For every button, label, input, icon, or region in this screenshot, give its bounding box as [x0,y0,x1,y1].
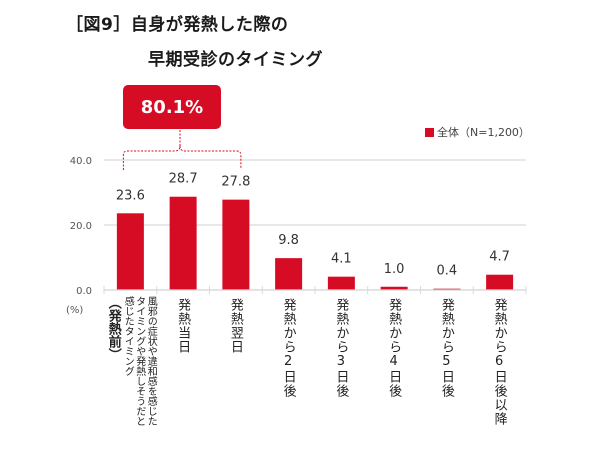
value-label-7: 4.7 [489,250,510,265]
x-tick-label-7: 発熱から6日後以降 [491,298,507,426]
bar-0 [116,213,144,290]
y-tick-label: 20.0 [70,221,92,232]
x-tick-label-0: 風邪の症状や違和感を感じた タイミングや発熱しそうだと 感じたタイミング （発熱… [104,296,157,426]
callout-value: 80.1% [140,96,204,118]
y-axis-unit-label: (%) [66,305,84,316]
value-label-3: 9.8 [278,233,299,248]
x-tick-label-4: 発熱から3日後 [333,298,349,398]
x-tick-label-5: 発熱から4日後 [386,298,402,398]
chart-title-line1: ［図9］自身が発熱した際の [66,15,289,35]
callout-bracket-right [179,145,242,168]
legend-label: 全体（N=1,200） [437,126,530,139]
x-tick-label-0-line3: 感じたタイミング [122,296,134,376]
y-tick-label: 0.0 [76,286,92,297]
bar-7 [486,274,514,290]
x-tick-label-0-emphasis: （発熱前） [105,296,121,361]
total-callout-box: 80.1% [123,85,221,129]
value-label-4: 4.1 [331,252,352,267]
y-tick-label: 40.0 [70,156,92,167]
value-label-2: 27.8 [221,175,250,190]
x-tick-label-2: 発熱翌日 [227,298,243,354]
x-tick-label-0-line1: 風邪の症状や違和感を感じた [145,296,157,426]
value-label-0: 23.6 [116,188,145,203]
value-label-6: 0.4 [437,264,458,279]
bar-3 [275,258,303,290]
value-label-1: 28.7 [169,172,198,187]
bar-4 [327,276,355,290]
bar-6 [433,288,461,290]
callout-bracket-left [122,130,181,170]
chart-title-line2: 早期受診のタイミング [148,50,323,70]
x-tick-label-1: 発熱当日 [175,298,191,354]
legend: 全体（N=1,200） [425,124,530,140]
x-tick-label-3: 発熱から2日後 [280,298,296,398]
bar-1 [169,196,197,290]
bar-5 [380,286,408,290]
x-tick-label-6: 発熱から5日後 [438,298,454,398]
bar-2 [222,199,250,290]
x-tick-label-0-line2: タイミングや発熱しそうだと [133,296,145,426]
value-label-5: 1.0 [384,262,405,277]
legend-swatch [425,127,434,137]
